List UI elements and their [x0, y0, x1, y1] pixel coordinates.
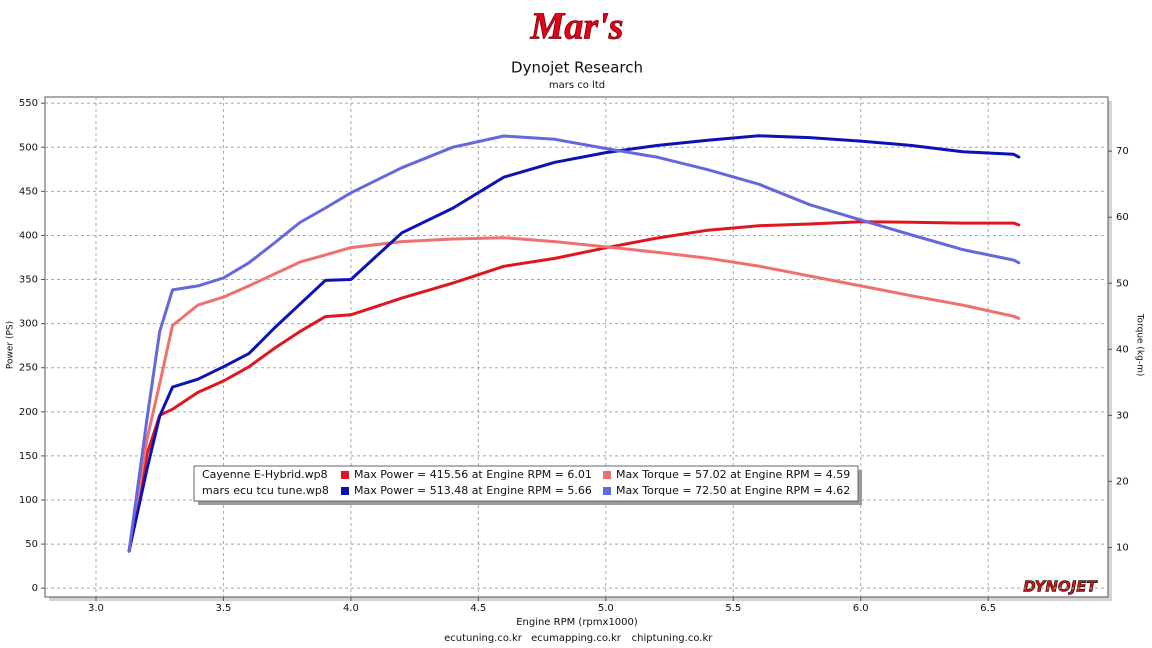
y-tick-label: 0 [32, 583, 38, 594]
y-tick-label: 300 [19, 319, 38, 330]
legend-label: Max Power = 415.56 at Engine RPM = 6.01 [354, 468, 592, 481]
x-tick-label: 6.5 [980, 603, 996, 614]
y2-tick-label: 10 [1116, 542, 1129, 553]
y-tick-label: 50 [25, 539, 38, 550]
legend-file: mars ecu tcu tune.wp8 [202, 484, 329, 497]
y-tick-label: 350 [19, 275, 38, 286]
y-tick-label: 150 [19, 451, 38, 462]
plot-area [44, 96, 1109, 598]
chart-subtitle: mars co ltd [549, 80, 605, 91]
legend-box [193, 465, 859, 502]
x-tick-label: 6.0 [853, 603, 869, 614]
legend-label: Max Torque = 72.50 at Engine RPM = 4.62 [616, 484, 850, 497]
footer-link: ecutuning.co.kr [444, 633, 523, 644]
legend-swatch [341, 471, 349, 479]
series-line [127, 134, 1021, 553]
legend-swatch [603, 487, 611, 495]
series-line [127, 134, 1021, 553]
y2-axis-label: Torque (kg-m) [1135, 313, 1145, 377]
y2-tick-label: 40 [1116, 344, 1129, 355]
series-lines [127, 134, 1021, 553]
legend-file: Cayenne E-Hybrid.wp8 [202, 468, 328, 481]
legend-swatch [603, 471, 611, 479]
footer-link: ecumapping.co.kr [531, 633, 622, 644]
series-line [127, 220, 1021, 553]
y-tick-label: 500 [19, 142, 38, 153]
y-tick-label: 100 [19, 495, 38, 506]
grid: 3.0 3.5 4.0 4.5 5.0 5.5 6.0 6.5 0 50 100 150 200 250 3… [19, 97, 1129, 614]
legend-swatch [341, 487, 349, 495]
y-tick-label: 550 [19, 98, 38, 109]
legend: Cayenne E-Hybrid.wp8 mars ecu tcu tune.wp… [193, 465, 862, 505]
y2-tick-label: 50 [1116, 278, 1129, 289]
series-line [127, 236, 1021, 553]
y-tick-label: 400 [19, 230, 38, 241]
x-tick-label: 5.5 [725, 603, 741, 614]
y2-tick-label: 30 [1116, 410, 1129, 421]
x-tick-label: 4.5 [470, 603, 486, 614]
chart-title: Dynojet Research [511, 59, 643, 77]
x-tick-label: 3.0 [88, 603, 104, 614]
brand-logo: DYNOJET [1023, 578, 1098, 596]
footer-link: chiptuning.co.kr [632, 633, 714, 644]
x-tick-label: 5.0 [598, 603, 614, 614]
logo: Mar's [530, 6, 624, 48]
y2-tick-label: 20 [1116, 476, 1129, 487]
y-axis-label: Power (PS) [6, 321, 16, 369]
x-axis-label: Engine RPM (rpmx1000) [516, 617, 638, 628]
y2-tick-label: 60 [1116, 212, 1129, 223]
legend-label: Max Power = 513.48 at Engine RPM = 5.66 [354, 484, 592, 497]
y-tick-label: 450 [19, 186, 38, 197]
x-tick-label: 3.5 [215, 603, 231, 614]
y-tick-label: 250 [19, 363, 38, 374]
y2-tick-label: 70 [1116, 146, 1129, 157]
y-tick-label: 200 [19, 407, 38, 418]
legend-label: Max Torque = 57.02 at Engine RPM = 4.59 [616, 468, 850, 481]
x-tick-label: 4.0 [343, 603, 359, 614]
